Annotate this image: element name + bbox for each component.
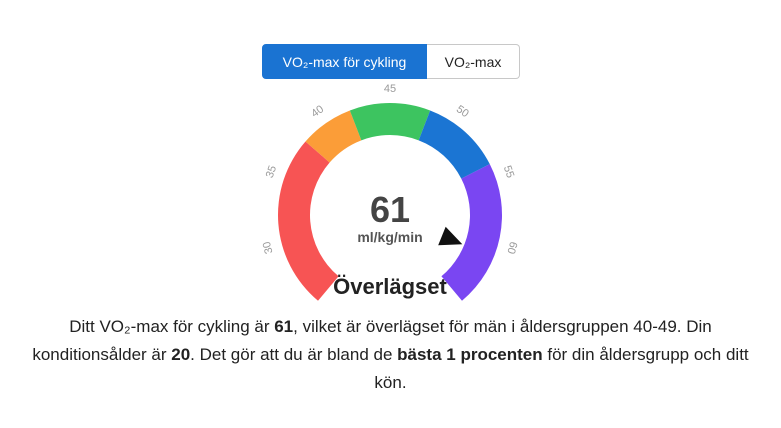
- desc-vo2-value: 61: [274, 317, 294, 336]
- gauge-tick-label: 50: [454, 103, 471, 120]
- gauge-unit: ml/kg/min: [357, 229, 423, 245]
- gauge-tick-label: 35: [264, 164, 279, 180]
- desc-text-2: , vilket är överlägset för män i åldersg…: [32, 317, 712, 364]
- gauge-segment-1: [278, 141, 339, 301]
- desc-text-3: . Det gör att du är bland de: [190, 345, 398, 364]
- metric-toggle: VO₂-max för cykling VO₂-max: [262, 44, 520, 79]
- desc-text-4: för din åldersgrupp och ditt kön.: [374, 345, 749, 392]
- result-description: Ditt VO₂-max för cykling är 61, vilket ä…: [30, 313, 751, 397]
- gauge-tick-label: 30: [261, 240, 276, 255]
- gauge-rating: Överlägset: [333, 274, 447, 299]
- gauge-segment-2: [305, 110, 362, 163]
- toggle-vo2max[interactable]: VO₂-max: [427, 44, 520, 79]
- gauge-graphic: 30 35 40 45 50 55 60: [261, 83, 519, 301]
- gauge-segment-4: [418, 110, 490, 179]
- desc-percentile: bästa 1 procenten: [397, 345, 543, 364]
- toggle-cycling-vo2max[interactable]: VO₂-max för cykling: [262, 44, 427, 79]
- gauge-tick-label: 40: [309, 103, 326, 120]
- desc-text-1: Ditt VO₂-max för cykling är: [69, 317, 275, 336]
- gauge-pointer-icon: [438, 226, 463, 246]
- gauge-segment-5: [441, 164, 503, 301]
- vo2max-gauge: 30 35 40 45 50 55 60: [261, 83, 519, 301]
- gauge-tick-label: 45: [384, 83, 396, 95]
- gauge-value: 61: [369, 189, 411, 230]
- gauge-tick-label: 55: [501, 164, 516, 180]
- desc-fitness-age: 20: [171, 345, 191, 364]
- gauge-segment-3: [349, 103, 431, 141]
- gauge-tick-label: 60: [504, 240, 519, 255]
